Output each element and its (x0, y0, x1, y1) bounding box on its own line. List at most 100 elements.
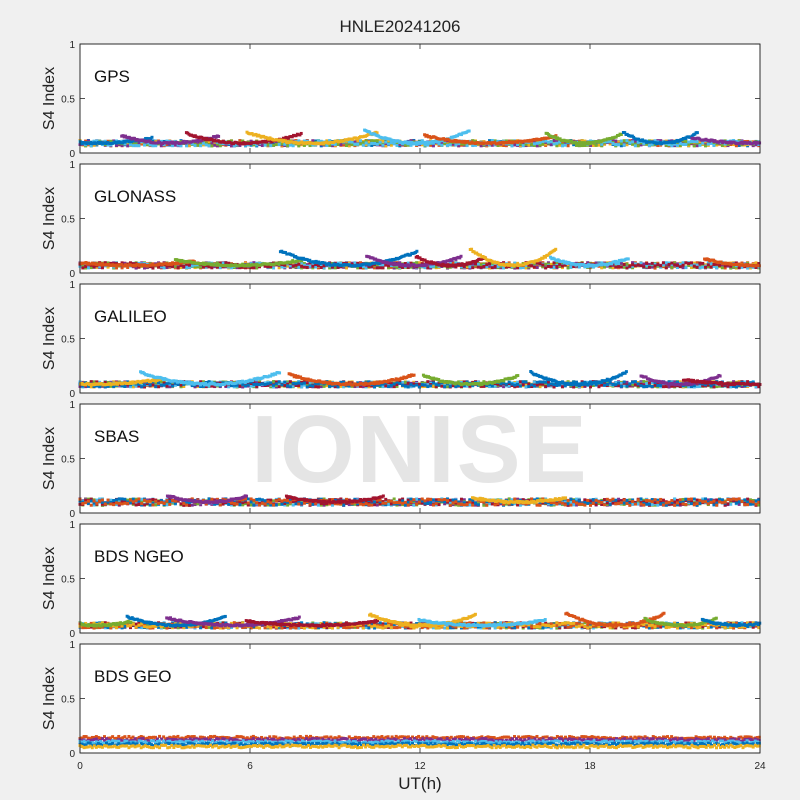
data-point (426, 266, 430, 270)
data-point (552, 142, 556, 146)
data-point (277, 266, 281, 270)
data-point (513, 261, 517, 265)
data-point (440, 141, 444, 145)
data-point (429, 264, 433, 268)
data-point (109, 384, 113, 388)
data-point (605, 140, 609, 144)
data-point (381, 263, 385, 267)
data-point (84, 266, 88, 270)
data-point (605, 381, 609, 385)
data-point (179, 140, 183, 144)
data-point (633, 144, 637, 148)
data-point (350, 143, 354, 147)
data-point (336, 142, 340, 146)
data-point (692, 139, 696, 143)
data-point (729, 264, 733, 268)
data-point (583, 139, 587, 143)
data-point (706, 140, 710, 144)
data-point (169, 262, 173, 266)
data-point (176, 143, 180, 147)
data-point (639, 261, 643, 265)
data-point (574, 143, 578, 147)
data-point (347, 144, 351, 148)
data-point (661, 261, 665, 265)
data-point (555, 261, 559, 265)
data-point (617, 262, 621, 265)
data-point (625, 138, 629, 142)
data-point (327, 261, 331, 265)
data-point (283, 265, 287, 269)
data-point (121, 141, 125, 145)
data-point (227, 261, 231, 265)
data-point (403, 143, 407, 147)
data-point (288, 264, 292, 268)
data-point (120, 144, 124, 148)
data-point (681, 261, 685, 265)
data-point (754, 261, 758, 265)
data-point (664, 266, 668, 270)
data-point (518, 266, 522, 270)
data-point (706, 263, 710, 267)
data-point (412, 266, 416, 270)
data-point (291, 264, 295, 268)
data-point (689, 139, 693, 143)
data-point (367, 140, 371, 144)
data-point (199, 265, 203, 269)
data-point (673, 263, 677, 267)
data-point (283, 142, 287, 146)
data-point (218, 266, 222, 270)
data-point (754, 143, 758, 147)
data-point (131, 385, 135, 389)
data-point (499, 266, 503, 270)
data-point (496, 143, 500, 147)
data-point (626, 257, 630, 261)
data-point (619, 133, 623, 137)
data-point (103, 261, 107, 265)
data-point (269, 265, 273, 269)
data-point (423, 266, 427, 270)
data-point (524, 142, 528, 146)
data-point (279, 138, 283, 142)
data-point (541, 263, 545, 267)
data-point (238, 143, 242, 147)
data-point (617, 140, 621, 144)
data-point (465, 141, 469, 145)
data-point (179, 263, 183, 267)
data-point (622, 139, 626, 143)
data-point (176, 266, 180, 270)
data-point (168, 264, 172, 268)
data-point (266, 143, 270, 147)
data-point (272, 380, 276, 384)
data-point (359, 261, 362, 265)
data-point (387, 139, 391, 143)
data-point (154, 144, 158, 148)
data-point (381, 266, 385, 270)
data-point (305, 265, 309, 269)
data-point (269, 144, 273, 148)
data-point (272, 266, 276, 270)
data-point (645, 142, 649, 146)
data-point (479, 263, 483, 267)
data-point (471, 144, 475, 148)
data-point (600, 142, 604, 146)
data-point (207, 144, 211, 148)
data-point (193, 144, 197, 148)
data-point (229, 144, 233, 148)
data-point (701, 265, 705, 269)
data-point (193, 265, 197, 268)
data-point (179, 144, 183, 148)
data-point (687, 263, 691, 267)
data-point (272, 264, 276, 268)
data-point (687, 140, 691, 144)
data-point (286, 264, 290, 268)
data-point (215, 144, 219, 148)
data-point (740, 384, 744, 388)
data-point (732, 380, 736, 384)
data-point (89, 266, 93, 270)
data-point (608, 264, 612, 268)
data-point (549, 143, 553, 147)
data-point (426, 143, 430, 147)
data-point (148, 139, 152, 143)
data-point (541, 256, 545, 260)
data-point (653, 266, 657, 270)
